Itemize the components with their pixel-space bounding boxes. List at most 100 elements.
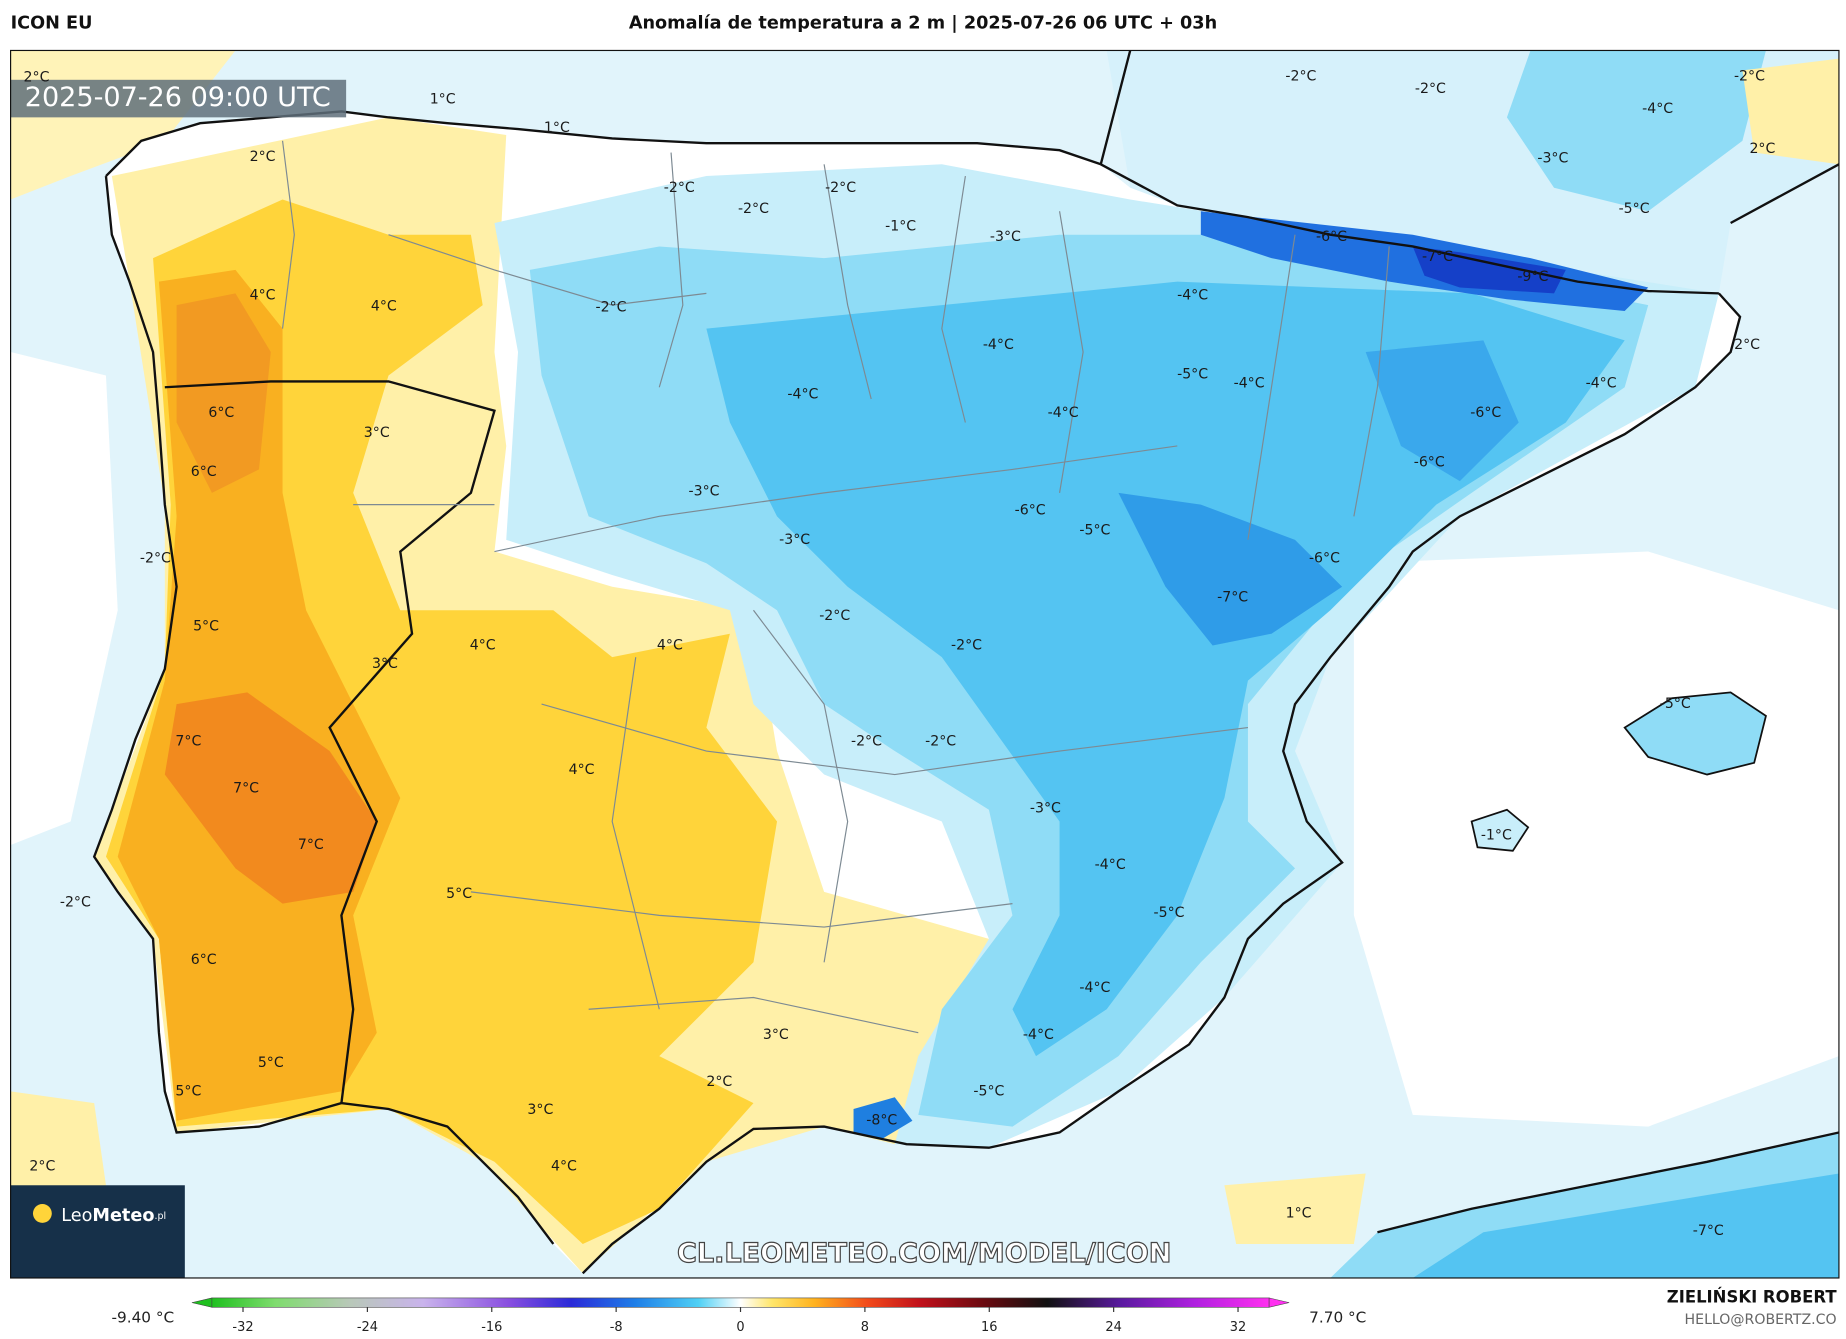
contour-label: 5°C (446, 886, 472, 902)
contour-label: -3°C (689, 484, 720, 500)
contour-label: -4°C (983, 337, 1014, 353)
warm-area (1742, 58, 1839, 165)
colorbar: -32 -24 -16 -8 0 8 16 24 32 (191, 1297, 1290, 1335)
contour-label: 2°C (1734, 337, 1760, 353)
province-borders (281, 140, 1390, 1034)
cold-area (1118, 492, 1343, 646)
sea-area (10, 352, 118, 845)
contour-label: -7°C (1693, 1223, 1724, 1239)
contour-label: -2°C (925, 734, 956, 750)
contour-label: -3°C (990, 229, 1021, 245)
colorbar-tick-label: -16 (481, 1320, 502, 1335)
contour-label: -1°C (885, 219, 916, 235)
contour-label: 5°C (193, 619, 219, 635)
colorbar-tick-label: -8 (610, 1320, 623, 1335)
contour-label: 3°C (763, 1027, 789, 1043)
logo-name-bold: Meteo (92, 1206, 154, 1226)
warm-sea-area (1224, 1173, 1366, 1244)
colorbar-tick-label: 32 (1230, 1320, 1246, 1335)
contour-label: 1°C (430, 92, 456, 108)
coastline (92, 50, 1839, 1275)
colorbar-tick-label: 24 (1105, 1320, 1121, 1335)
logo-box (10, 1185, 185, 1278)
contour-label: -5°C (973, 1083, 1004, 1099)
contour-label: -2°C (851, 734, 882, 750)
watermark: CL.LEOMETEO.COM/MODEL/ICON (677, 1238, 1171, 1269)
contour-label: -3°C (1030, 801, 1061, 817)
contour-label: -4°C (1095, 857, 1126, 873)
colorbar-arrow-high (1268, 1297, 1290, 1308)
contour-label: -4°C (1079, 980, 1110, 996)
contour-label: 4°C (250, 288, 276, 304)
contour-label: -4°C (1023, 1027, 1054, 1043)
contour-label: -6°C (1316, 229, 1347, 245)
contour-label: -5°C (1079, 522, 1110, 538)
model-name: ICON EU (11, 13, 93, 33)
colorbar-min: -9.40 °C (111, 1308, 174, 1326)
colorbar-max: 7.70 °C (1309, 1308, 1366, 1326)
contour-label: -3°C (1537, 150, 1568, 166)
contour-label: 2°C (29, 1159, 55, 1175)
contour-label: -7°C (1217, 589, 1248, 605)
contour-label: 6°C (191, 952, 217, 968)
contour-label: -5°C (1660, 696, 1691, 712)
contour-label: -2°C (60, 894, 91, 910)
contour-label: 6°C (208, 405, 234, 421)
contour-label: 2°C (24, 69, 50, 85)
contour-label: -4°C (787, 386, 818, 402)
contour-label: -8°C (866, 1113, 897, 1129)
valid-time: 2025-07-26 09:00 UTC (25, 82, 331, 113)
contour-label: 4°C (470, 637, 496, 653)
colorbar-tick-label: 0 (736, 1320, 744, 1335)
contour-label: 3°C (372, 656, 398, 672)
cold-area (1365, 340, 1519, 482)
contour-label: 6°C (191, 464, 217, 480)
contour-label: -5°C (1619, 201, 1650, 217)
colorbar-tick-label: -32 (232, 1320, 253, 1335)
contour-label: 5°C (258, 1055, 284, 1071)
contour-label: 7°C (298, 837, 324, 853)
contour-label: -2°C (1415, 81, 1446, 97)
contour-label: -3°C (779, 532, 810, 548)
national-border (164, 163, 1719, 1104)
contour-label: 7°C (233, 781, 259, 797)
contour-label: -2°C (664, 180, 695, 196)
mallorca (1623, 691, 1767, 776)
contour-label: 4°C (657, 637, 683, 653)
valid-time-box (10, 79, 347, 118)
contour-label: -2°C (1285, 68, 1316, 84)
contour-label: -5°C (1177, 366, 1208, 382)
contour-label: -2°C (596, 299, 627, 315)
cold-area (853, 1097, 913, 1139)
contour-label: 4°C (551, 1159, 577, 1175)
contour-label: -4°C (1234, 376, 1265, 392)
map-area: 2025-07-26 09:00 UTC 2°C 1°C 1°C 2°C -2°C -2°… (10, 50, 1839, 1278)
contour-label: 3°C (364, 425, 390, 441)
logo-text: LeoMeteo.pl (61, 1206, 166, 1226)
contour-label: -2°C (140, 551, 171, 567)
contour-label: -4°C (1048, 405, 1079, 421)
contour-label: -2°C (951, 637, 982, 653)
contour-label: 1°C (544, 120, 570, 136)
author: ZIELIŃSKI ROBERT (1667, 1287, 1838, 1306)
warm-area (176, 293, 271, 493)
anomaly-fills (94, 117, 1719, 1274)
logo-name: Leo (61, 1206, 92, 1226)
contour-label: 4°C (569, 762, 595, 778)
warm-area (117, 269, 401, 1121)
contour-label: -4°C (1642, 101, 1673, 117)
colorbar-tick-label: 8 (861, 1320, 869, 1335)
sea-area (1353, 551, 1839, 1127)
warm-area (164, 692, 377, 904)
contour-label: -1°C (1481, 828, 1512, 844)
contour-label: 7°C (175, 734, 201, 750)
cold-area (1506, 50, 1766, 212)
contour-label: -4°C (1586, 376, 1617, 392)
logo-sun (32, 1204, 52, 1223)
contour-label: -2°C (738, 201, 769, 217)
contour-label: 4°C (371, 298, 397, 314)
cold-area (1412, 1173, 1839, 1278)
colorbar-tick-label: 16 (981, 1320, 997, 1335)
